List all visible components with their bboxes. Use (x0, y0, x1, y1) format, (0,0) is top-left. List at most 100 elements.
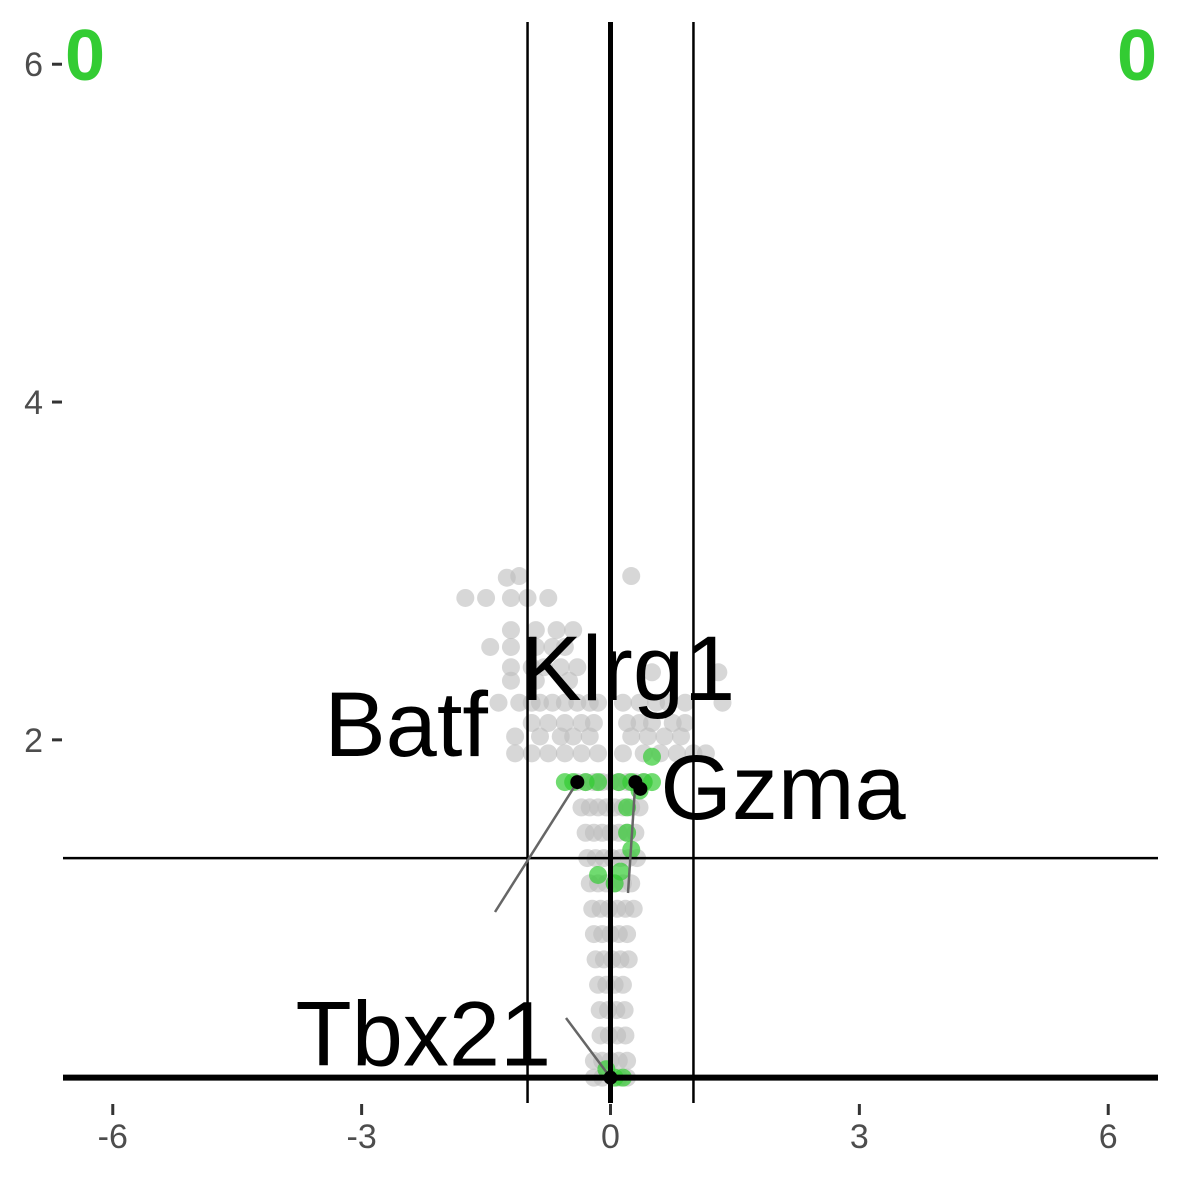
count-top-left: 0 (65, 16, 105, 96)
background-point (638, 727, 657, 746)
tbx21-point (603, 1070, 618, 1085)
background-point (622, 874, 641, 893)
background-point (713, 693, 732, 712)
background-point (580, 727, 599, 746)
gene-labels-layer: Batf Klrg1 Gzma Tbx21 (296, 618, 907, 1086)
background-point (618, 925, 637, 944)
x-axis-tick-label: -3 (347, 1118, 377, 1156)
background-point (526, 671, 545, 690)
background-point (547, 621, 566, 640)
x-axis-tick-label: 6 (1099, 1118, 1118, 1156)
highlight-point (609, 773, 628, 792)
background-point (555, 693, 574, 712)
background-point (481, 637, 500, 656)
background-point (506, 744, 525, 763)
batf-point (570, 775, 585, 790)
background-point (510, 693, 529, 712)
background-point (584, 713, 603, 732)
background-point (613, 744, 632, 763)
background-point (510, 567, 529, 586)
background-point (630, 693, 649, 712)
background-point (526, 637, 545, 656)
background-point (555, 637, 574, 656)
background-point (572, 744, 591, 763)
background-point (613, 975, 632, 994)
batf-connector (493, 781, 579, 913)
background-point (618, 713, 637, 732)
background-point (642, 713, 661, 732)
background-point (589, 693, 608, 712)
reference-lines-layer (63, 22, 1158, 1103)
background-point (622, 727, 641, 746)
background-point (663, 713, 682, 732)
background-point (667, 744, 686, 763)
background-point (477, 588, 496, 607)
background-point (618, 1051, 637, 1070)
x-axis-tick-label: -6 (98, 1118, 128, 1156)
background-point (501, 637, 520, 656)
background-point (568, 693, 587, 712)
y-axis-tick-label: 6 (24, 46, 43, 84)
background-point (555, 744, 574, 763)
background-point (655, 727, 674, 746)
tbx21-label: Tbx21 (296, 984, 552, 1086)
background-point (539, 713, 558, 732)
background-point (622, 567, 641, 586)
background-point (501, 621, 520, 640)
background-point (530, 727, 549, 746)
background-point (560, 671, 579, 690)
background-point (676, 693, 695, 712)
tbx21-connector (564, 1017, 612, 1079)
background-point (672, 727, 691, 746)
highlight-point (618, 798, 637, 817)
background-point (564, 727, 583, 746)
background-point (616, 1026, 635, 1045)
klrg1-connector (626, 781, 637, 894)
background-point (551, 658, 570, 677)
background-point (647, 693, 666, 712)
background-point (539, 744, 558, 763)
background-point (589, 744, 608, 763)
background-point (709, 663, 728, 682)
background-point (522, 744, 541, 763)
background-point (526, 621, 545, 640)
background-point (630, 713, 649, 732)
batf-label: Batf (324, 674, 488, 776)
background-point (501, 671, 520, 690)
count-top-right: 0 (1117, 16, 1157, 96)
background-point (535, 658, 554, 677)
x-axis-tick-label: 0 (601, 1118, 620, 1156)
highlight-point (589, 773, 608, 792)
x-axis-tick-label: 3 (850, 1118, 869, 1156)
background-point (489, 693, 508, 712)
background-point (659, 693, 678, 712)
background-point (613, 693, 632, 712)
y-axis-tick-label: 2 (24, 722, 43, 760)
background-point (572, 713, 591, 732)
highlight-point (642, 747, 661, 766)
background-point (501, 658, 520, 677)
background-point (568, 658, 587, 677)
background-point (696, 744, 715, 763)
background-point (619, 950, 638, 969)
axes-layer: -6 -3 0 3 6 2 4 6 (24, 46, 1118, 1156)
background-point (456, 588, 475, 607)
background-point (555, 713, 574, 732)
background-point (676, 713, 695, 732)
gzma-label: Gzma (660, 737, 906, 839)
gzma-point (633, 781, 648, 796)
background-point (564, 621, 583, 640)
background-point (530, 693, 549, 712)
background-point (615, 1001, 634, 1020)
background-point (624, 899, 643, 918)
background-point (506, 727, 525, 746)
background-point (543, 637, 562, 656)
highlight-point (589, 865, 608, 884)
y-axis-tick-label: 4 (24, 384, 43, 422)
background-point (539, 588, 558, 607)
klrg1-label: Klrg1 (520, 618, 735, 720)
background-point (551, 727, 570, 746)
background-point (543, 693, 562, 712)
background-point (501, 588, 520, 607)
